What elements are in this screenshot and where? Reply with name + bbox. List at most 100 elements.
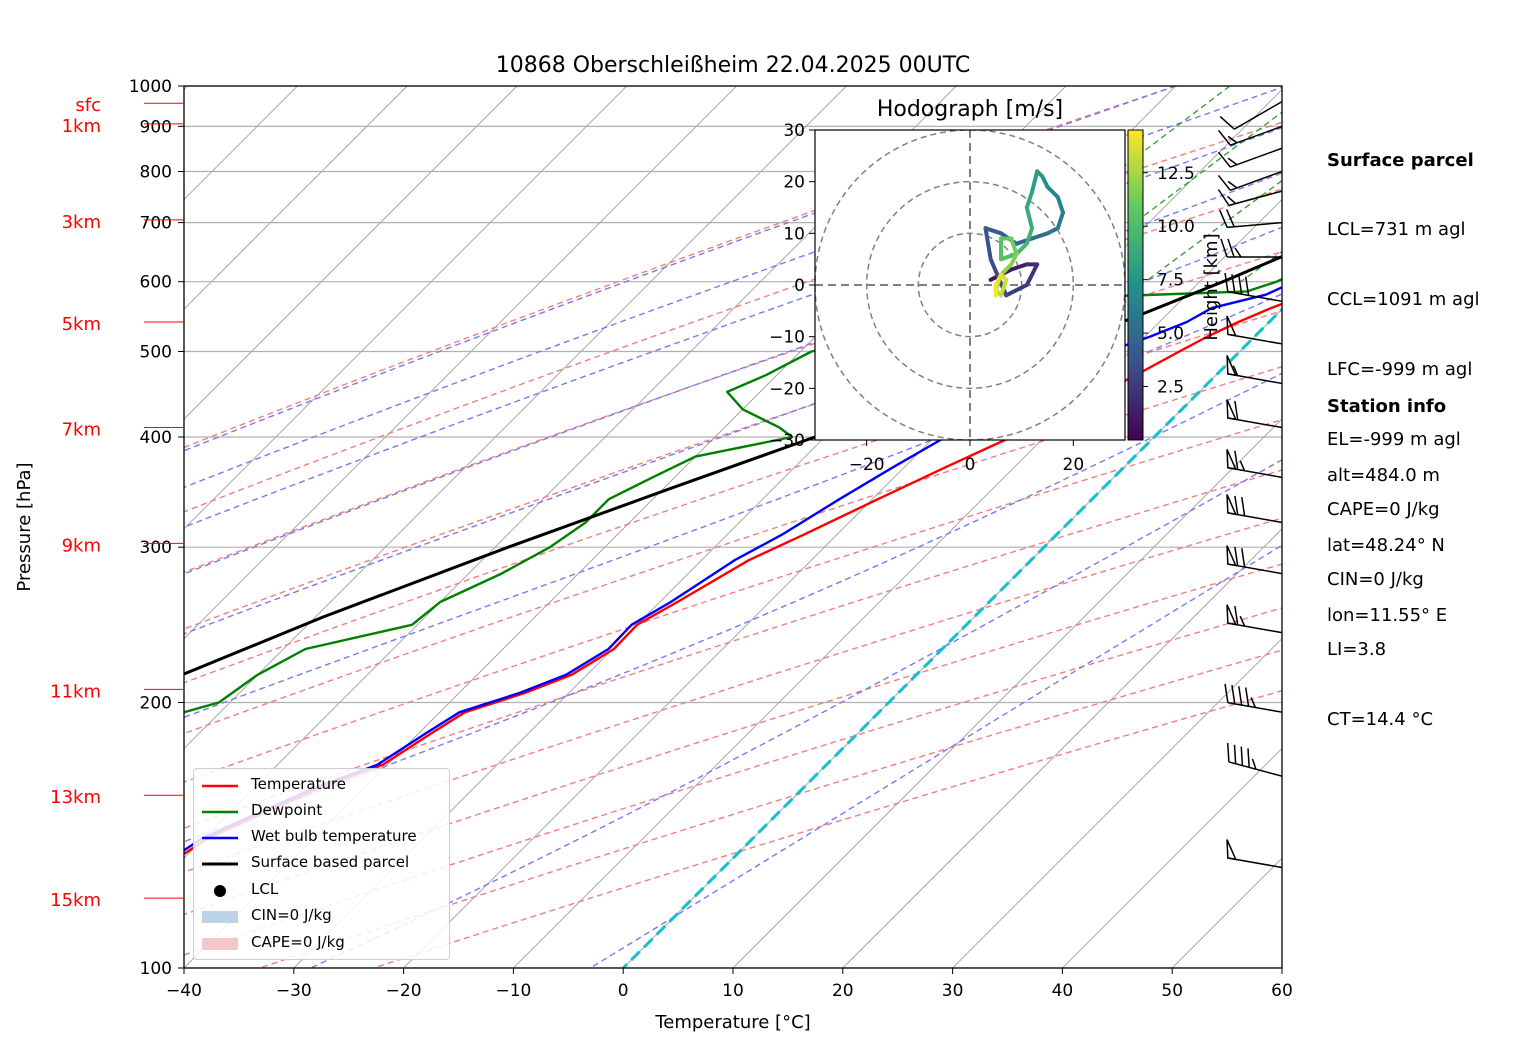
isotherm-line bbox=[1062, 747, 1282, 968]
x-tick-label: 30 bbox=[942, 981, 964, 1001]
barb-pennant bbox=[1226, 315, 1237, 337]
colorbar-tick-label: 10.0 bbox=[1157, 217, 1195, 237]
hodograph-y-tick-label: −10 bbox=[769, 328, 805, 348]
barb-pennant bbox=[1226, 604, 1237, 626]
barb-feather bbox=[1227, 195, 1237, 205]
wind-barb bbox=[1226, 604, 1283, 634]
colorbar-tick-label: 7.5 bbox=[1157, 271, 1184, 291]
moist-adiabat bbox=[184, 293, 1282, 719]
barb-pennant bbox=[1226, 839, 1237, 861]
moist-adiabat bbox=[184, 126, 1282, 528]
chart-title: 10868 Oberschleißheim 22.04.2025 00UTC bbox=[496, 53, 971, 78]
barb-feather bbox=[1241, 548, 1246, 568]
info-line: EL=-999 m agl bbox=[1327, 429, 1461, 451]
hodograph-y-tick-label: 20 bbox=[783, 173, 805, 193]
hodograph-segment bbox=[983, 226, 993, 262]
barb-staff bbox=[1227, 622, 1283, 634]
info-line: LI=3.8 bbox=[1327, 638, 1387, 660]
legend-item-cin: CIN=0 J/kg bbox=[194, 905, 449, 925]
x-tick-label: 50 bbox=[1161, 981, 1183, 1001]
barb-feather bbox=[1238, 275, 1243, 295]
barb-pennant bbox=[1226, 545, 1237, 567]
barb-staff bbox=[1228, 190, 1283, 207]
hodograph-segment bbox=[1024, 262, 1040, 287]
info-line: CAPE=0 J/kg bbox=[1327, 499, 1440, 521]
y-tick-label: 800 bbox=[140, 162, 172, 182]
wind-barb bbox=[1224, 272, 1283, 303]
barb-feather bbox=[1217, 129, 1231, 146]
legend-label: LCL bbox=[251, 880, 279, 898]
chart-legend: Temperature Dewpoint Wet bulb temperatur… bbox=[193, 768, 450, 960]
hodograph-segment bbox=[1055, 195, 1065, 215]
barb-feather bbox=[1217, 174, 1231, 191]
legend-label: Wet bulb temperature bbox=[251, 827, 417, 845]
freezing-isotherm bbox=[622, 307, 1282, 968]
y-tick-label: 300 bbox=[140, 538, 172, 558]
hodograph-x-tick-label: 0 bbox=[965, 455, 976, 475]
x-tick-label: −20 bbox=[386, 981, 422, 1001]
x-tick-label: −30 bbox=[276, 981, 312, 1001]
hodograph-y-tick-label: −30 bbox=[769, 431, 805, 451]
dry-adiabat bbox=[184, 121, 1282, 513]
legend-label: CIN=0 J/kg bbox=[251, 906, 332, 924]
y-tick-label: 1000 bbox=[129, 77, 172, 97]
surface-parcel-panel: Surface parcel LCL=731 m agl CCL=1091 m … bbox=[1327, 102, 1480, 754]
height-label: 5km bbox=[62, 314, 101, 335]
dry-adiabat bbox=[184, 310, 1282, 684]
wind-barb bbox=[1226, 839, 1283, 869]
barb-feather bbox=[1217, 151, 1231, 168]
hodograph-segment bbox=[1030, 169, 1040, 194]
hodograph-title: Hodograph [m/s] bbox=[877, 97, 1063, 122]
hodograph-segment bbox=[1030, 231, 1050, 241]
hodograph-x-tick-label: −20 bbox=[849, 455, 885, 475]
wind-barb bbox=[1226, 449, 1283, 479]
barb-feather bbox=[1233, 744, 1237, 764]
moist-adiabat bbox=[310, 458, 1282, 968]
legend-swatch bbox=[202, 778, 238, 790]
barb-feather bbox=[1224, 683, 1229, 703]
y-tick-label: 400 bbox=[140, 428, 172, 448]
isotherm-line bbox=[184, 86, 737, 640]
info-line: lon=11.55° E bbox=[1327, 605, 1448, 627]
info-line: CT=14.4 °C bbox=[1327, 708, 1434, 730]
barb-staff bbox=[1230, 147, 1283, 168]
isotherm-line bbox=[732, 418, 1282, 968]
hodograph-ring bbox=[865, 180, 1075, 390]
info-line: LFC=-999 m agl bbox=[1327, 359, 1473, 381]
height-label: 1km bbox=[62, 116, 101, 137]
station-info-panel: Station info alt=484.0 m lat=48.24° N lo… bbox=[1327, 348, 1447, 651]
barb-feather bbox=[1220, 238, 1228, 258]
x-tick-label: 40 bbox=[1052, 981, 1074, 1001]
height-label: 15km bbox=[50, 890, 101, 911]
hodograph-segment bbox=[1024, 226, 1034, 246]
barb-feather bbox=[1227, 180, 1238, 189]
wind-barb bbox=[1220, 238, 1282, 258]
wind-barb bbox=[1226, 399, 1283, 429]
height-label: 11km bbox=[50, 681, 101, 702]
hodograph-segment bbox=[983, 226, 1003, 236]
isotherm-line bbox=[184, 86, 518, 420]
colorbar bbox=[1127, 129, 1144, 441]
wind-barbs bbox=[1217, 100, 1283, 869]
dewpoint-curve bbox=[184, 277, 1282, 714]
barb-pennant bbox=[1226, 494, 1237, 516]
isotherm-line bbox=[184, 86, 847, 750]
barb-feather bbox=[1247, 748, 1250, 768]
y-tick-label: 600 bbox=[140, 273, 172, 293]
barb-pennant bbox=[1226, 399, 1237, 421]
height-label: 9km bbox=[62, 535, 101, 556]
wind-barb bbox=[1226, 742, 1283, 777]
wind-barb bbox=[1217, 189, 1283, 207]
legend-item-lcl: LCL bbox=[194, 879, 449, 899]
barb-feather bbox=[1244, 276, 1250, 296]
legend-swatch bbox=[202, 883, 238, 897]
barb-staff bbox=[1227, 417, 1283, 429]
hodograph-ring bbox=[917, 232, 1023, 338]
barb-feather bbox=[1231, 684, 1236, 704]
height-label: 13km bbox=[50, 787, 101, 808]
info-line: CCL=1091 m agl bbox=[1327, 289, 1480, 311]
legend-item-wet-bulb: Wet bulb temperature bbox=[194, 826, 449, 846]
mixing-ratio-line bbox=[1144, 179, 1282, 283]
hodograph-segment bbox=[1024, 205, 1034, 231]
barb-staff bbox=[1227, 333, 1283, 345]
